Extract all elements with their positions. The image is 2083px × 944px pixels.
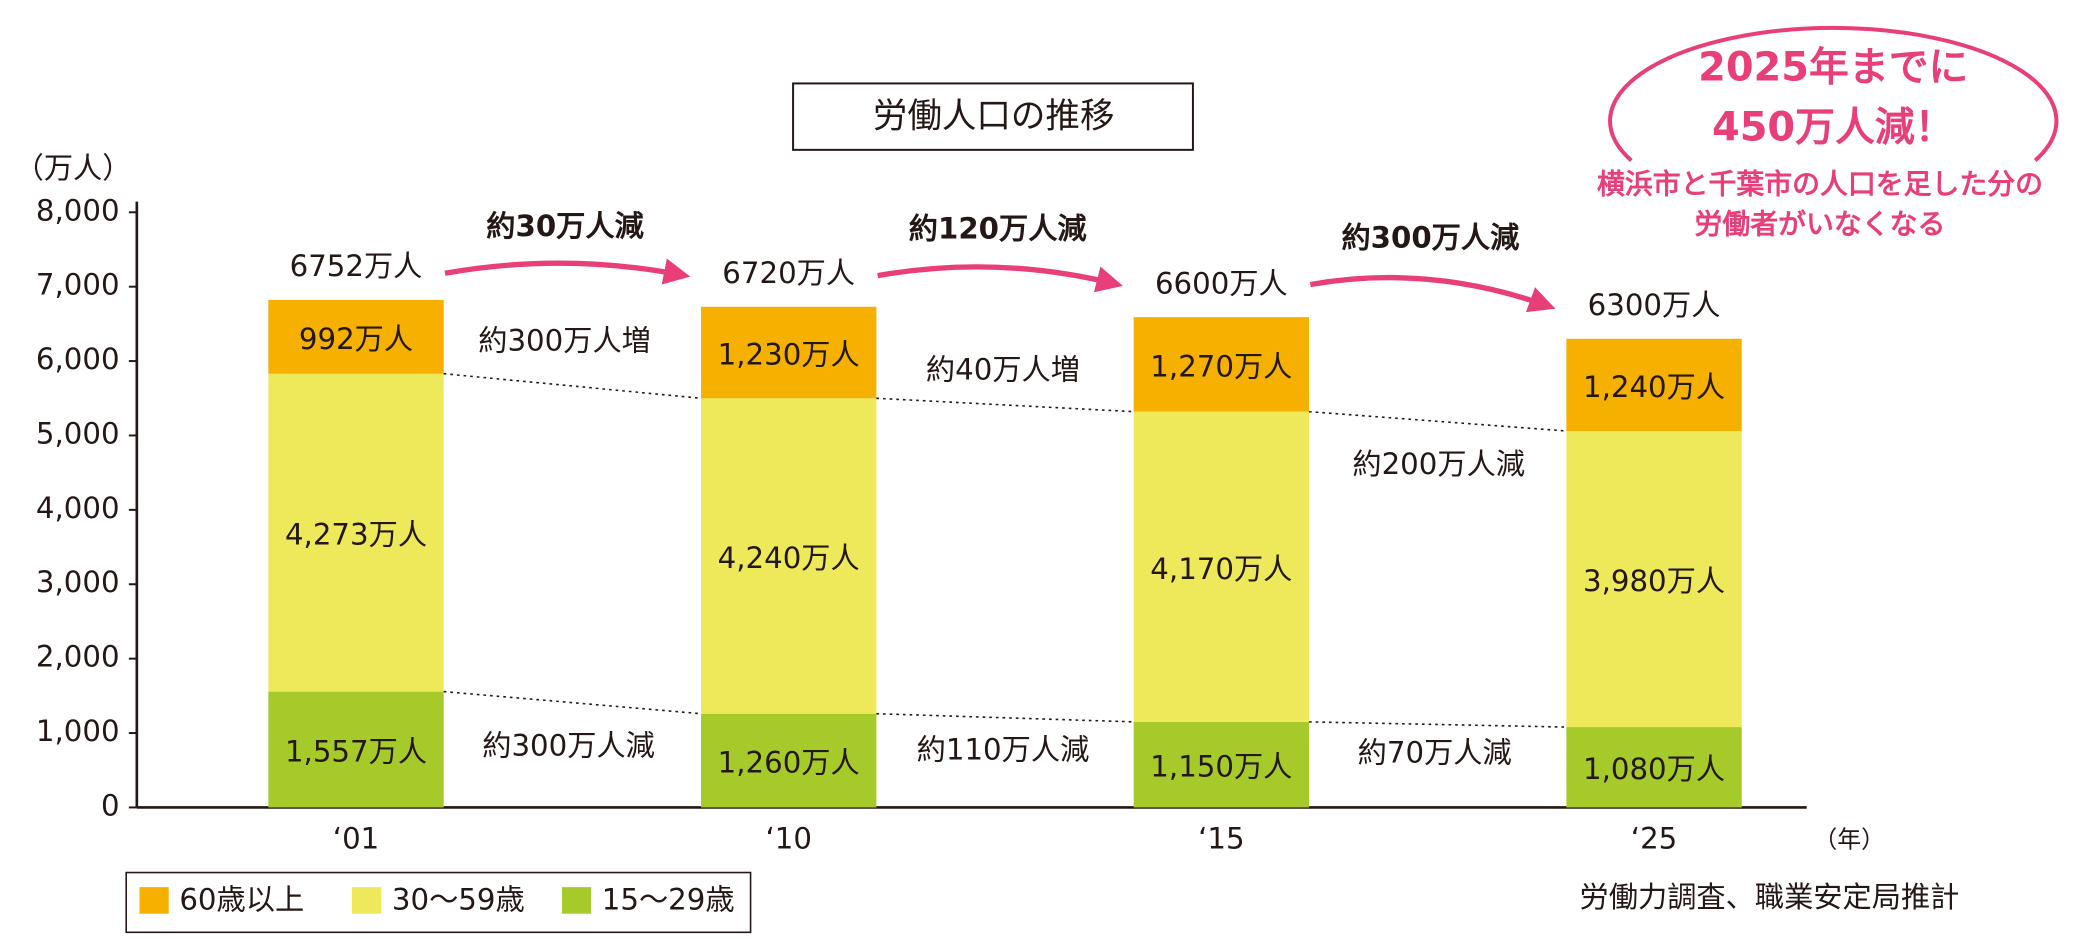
arrow-label: 約300万人減	[1341, 220, 1520, 254]
value-label: 4,240万人	[718, 541, 860, 575]
bar-segment	[1133, 411, 1310, 722]
bar-segment	[268, 299, 444, 374]
source: 労働力調査、職業安定局推計	[1580, 880, 1960, 914]
total-label: 6600万人	[1155, 266, 1288, 300]
y-tick-label: 2,000	[36, 640, 120, 674]
bar-segment	[1566, 338, 1742, 432]
bar-segment	[701, 713, 877, 808]
bar-segment	[268, 691, 444, 808]
legend-box	[125, 871, 752, 934]
value-label: 1,240万人	[1583, 370, 1725, 404]
callout-text: 横浜市と千葉市の人口を足した分の	[1597, 168, 2043, 201]
note: 約110万人減	[917, 733, 1090, 767]
legend-label: 15～29歳	[602, 883, 735, 917]
bar-segment	[1566, 431, 1742, 728]
note: 約300万人減	[482, 729, 655, 763]
y-tick-label: 3,000	[36, 565, 120, 599]
value-label: 1,270万人	[1150, 349, 1292, 383]
value-label: 4,170万人	[1150, 552, 1292, 586]
value-label: 3,980万人	[1583, 564, 1725, 598]
arrow	[1309, 274, 1556, 313]
connector-line	[876, 397, 1134, 413]
total-label: 6720万人	[722, 256, 855, 290]
legend-label: 60歳以上	[179, 883, 304, 917]
legend-swatch	[561, 887, 592, 914]
callout-text: 労働者がいなくなる	[1695, 208, 1946, 241]
value-label: 1,557万人	[285, 735, 427, 769]
arrow	[444, 258, 691, 285]
total-label: 6300万人	[1588, 288, 1721, 322]
note: 約200万人減	[1352, 447, 1525, 481]
legend-swatch	[352, 887, 382, 914]
x-tick-label: ‘15	[1198, 822, 1244, 856]
note: 約300万人増	[478, 323, 651, 357]
value-label: 4,273万人	[285, 518, 427, 552]
connector-line	[443, 372, 702, 400]
bar-segment	[1133, 317, 1310, 412]
value-label: 1,080万人	[1583, 752, 1725, 786]
y-tick-label: 1,000	[36, 714, 120, 748]
note: 約40万人増	[926, 353, 1080, 387]
title-box	[792, 82, 1194, 151]
chart-title: 労働人口の推移	[873, 96, 1115, 136]
callout-text: 2025年までに	[1698, 45, 1968, 91]
x-tick-label: ‘25	[1631, 822, 1677, 856]
y-tick-label: 7,000	[36, 268, 120, 302]
y-tick-label: 4,000	[36, 491, 120, 525]
y-tick-label: 5,000	[36, 416, 120, 450]
connector-line	[1308, 410, 1567, 432]
bar-segment	[1566, 727, 1742, 808]
x-tick-label: ‘01	[333, 822, 379, 856]
y-tick-label: 0	[101, 788, 120, 822]
bar-segment	[1133, 721, 1310, 808]
arrow-label: 約30万人減	[486, 209, 644, 243]
x-unit: （年）	[1813, 826, 1885, 854]
connector-line	[876, 712, 1134, 723]
y-unit: （万人）	[15, 151, 132, 185]
total-label: 6752万人	[290, 249, 423, 283]
bar-segment	[701, 398, 877, 714]
legend-swatch	[139, 887, 169, 914]
connector-line	[1309, 721, 1567, 728]
bar-segment	[268, 373, 444, 692]
connector-line	[443, 690, 702, 715]
legend-label: 30～59歳	[392, 883, 525, 917]
callout-text: 450万人減！	[1712, 104, 1955, 150]
value-label: 992万人	[299, 322, 413, 356]
arrow	[877, 264, 1123, 293]
arrow-label: 約120万人減	[909, 211, 1088, 245]
value-label: 1,150万人	[1150, 750, 1292, 784]
value-label: 1,260万人	[718, 746, 860, 780]
x-tick-label: ‘10	[765, 822, 811, 856]
y-tick-label: 8,000	[36, 193, 120, 227]
note: 約70万人減	[1358, 735, 1512, 769]
value-label: 1,230万人	[718, 338, 860, 372]
y-tick-label: 6,000	[36, 342, 120, 376]
bar-segment	[701, 306, 877, 399]
callout-ellipse	[1608, 25, 2059, 162]
